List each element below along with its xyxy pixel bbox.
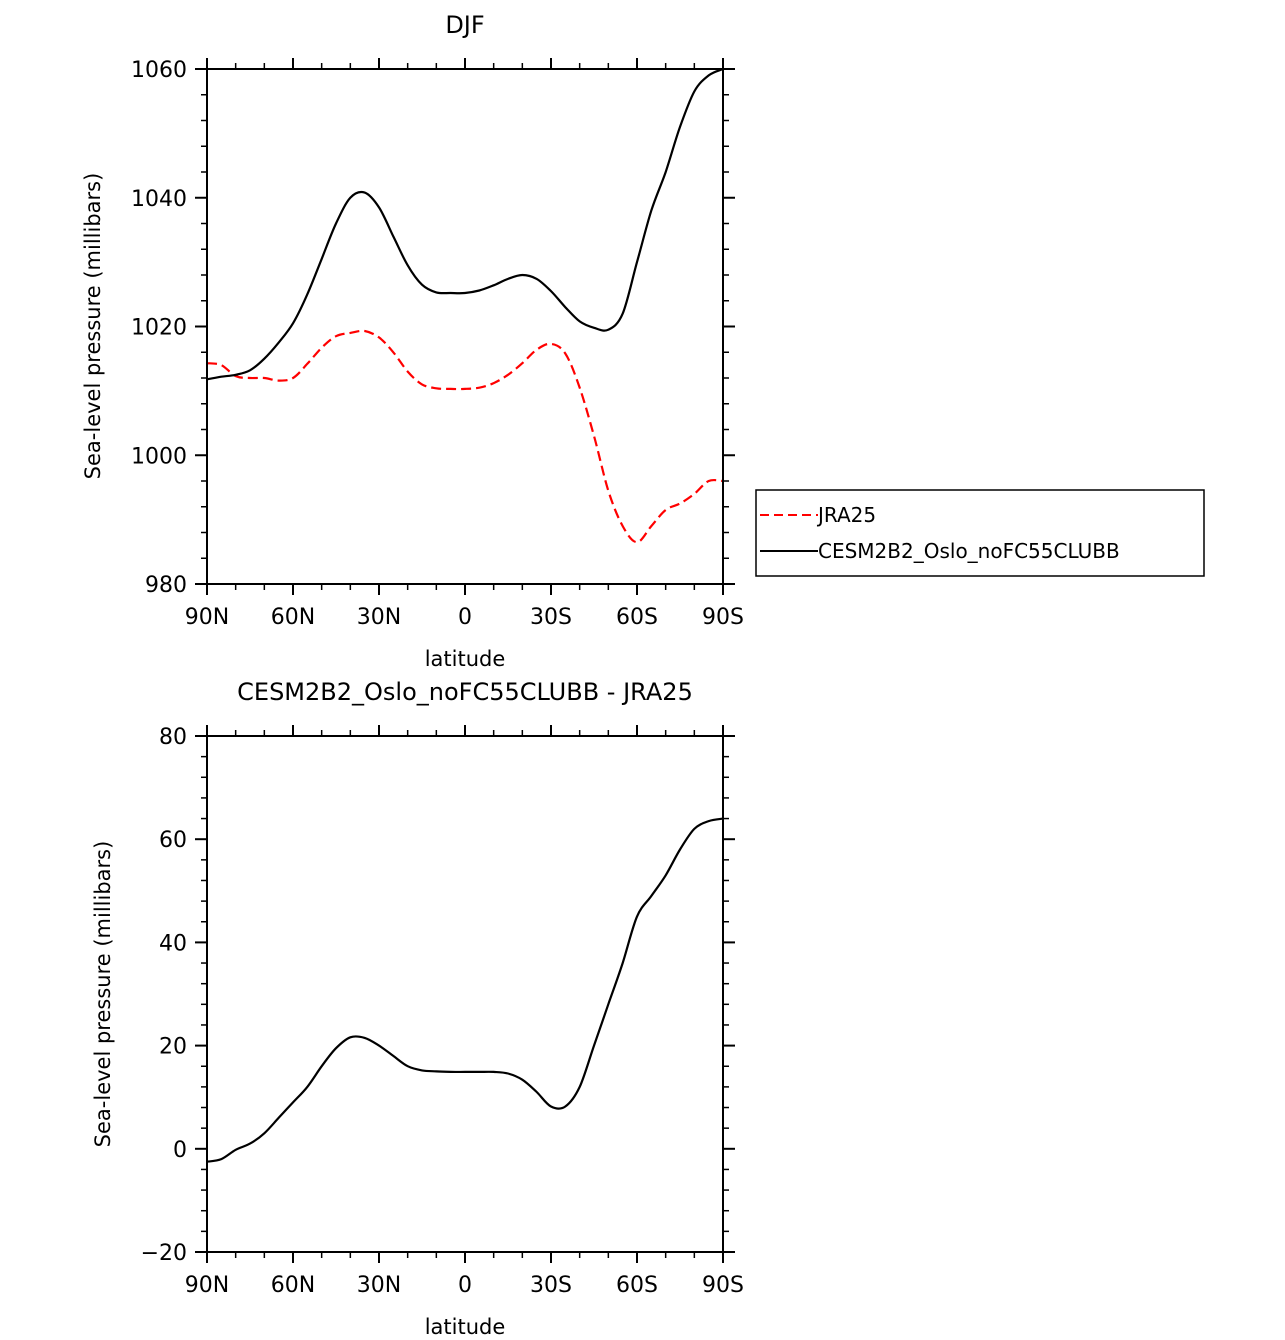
- y-tick-label: 1040: [131, 187, 187, 212]
- axis-ticks: 90N 60N 30N 0 30S 60S 90S 980 1000 1020 1040 1060: [131, 58, 744, 630]
- x-tick-label: 0: [458, 1273, 472, 1298]
- y-tick-label: 980: [145, 573, 187, 598]
- series-line-cesm2b2-oslo-nofc55clubb: [206, 67, 724, 381]
- y-axis-label: Sea-level pressure (millibars): [81, 173, 105, 480]
- y-tick-label: 1000: [131, 444, 187, 469]
- x-tick-label: 90N: [185, 1273, 229, 1298]
- x-tick-label: 60N: [271, 1273, 315, 1298]
- series-line-difference: [206, 817, 724, 1163]
- y-tick-label: 1020: [131, 316, 187, 341]
- x-tick-label: 30S: [530, 605, 572, 630]
- y-tick-label: 0: [173, 1138, 187, 1163]
- x-tick-label: 0: [458, 605, 472, 630]
- legend-box: [755, 489, 1205, 577]
- chart-title: CESM2B2_Oslo_noFC55CLUBB - JRA25: [237, 678, 693, 706]
- x-tick-label: 60S: [616, 1273, 658, 1298]
- x-tick-label: 30S: [530, 1273, 572, 1298]
- y-tick-label: 80: [159, 725, 187, 750]
- x-axis-label: latitude: [425, 647, 506, 671]
- legend-label-cesm: CESM2B2_Oslo_noFC55CLUBB: [818, 539, 1120, 563]
- plot-frame: [206, 68, 724, 585]
- y-axis-label: Sea-level pressure (millibars): [91, 841, 115, 1148]
- y-tick-label: 20: [159, 1035, 187, 1060]
- legend-label-jra25: JRA25: [816, 503, 876, 527]
- x-tick-label: 90S: [702, 605, 744, 630]
- y-tick-label: 40: [159, 931, 187, 956]
- x-tick-label: 30N: [357, 605, 401, 630]
- x-tick-label: 30N: [357, 1273, 401, 1298]
- difference-chart: CESM2B2_Oslo_noFC55CLUBB - JRA25 90N 60N 3…: [91, 678, 744, 1339]
- series-line-jra25: [206, 329, 724, 544]
- x-tick-label: 60S: [616, 605, 658, 630]
- plot-frame: [206, 735, 724, 1253]
- x-tick-label: 90S: [702, 1273, 744, 1298]
- x-tick-label: 60N: [271, 605, 315, 630]
- x-tick-label: 90N: [185, 605, 229, 630]
- x-axis-label: latitude: [425, 1315, 506, 1339]
- y-tick-label: −20: [141, 1241, 187, 1266]
- y-tick-label: 60: [159, 828, 187, 853]
- chart-title: DJF: [445, 11, 484, 39]
- y-tick-label: 1060: [131, 58, 187, 83]
- legend: JRA25 CESM2B2_Oslo_noFC55CLUBB: [755, 489, 1205, 577]
- djf-chart: DJF 90N 60N 30N 0 30S 60S 90S 980 1000 1020 1040 10…: [81, 11, 744, 671]
- axis-ticks: 90N 60N 30N 0 30S 60S 90S −20 0 20 40 60 80: [141, 725, 744, 1298]
